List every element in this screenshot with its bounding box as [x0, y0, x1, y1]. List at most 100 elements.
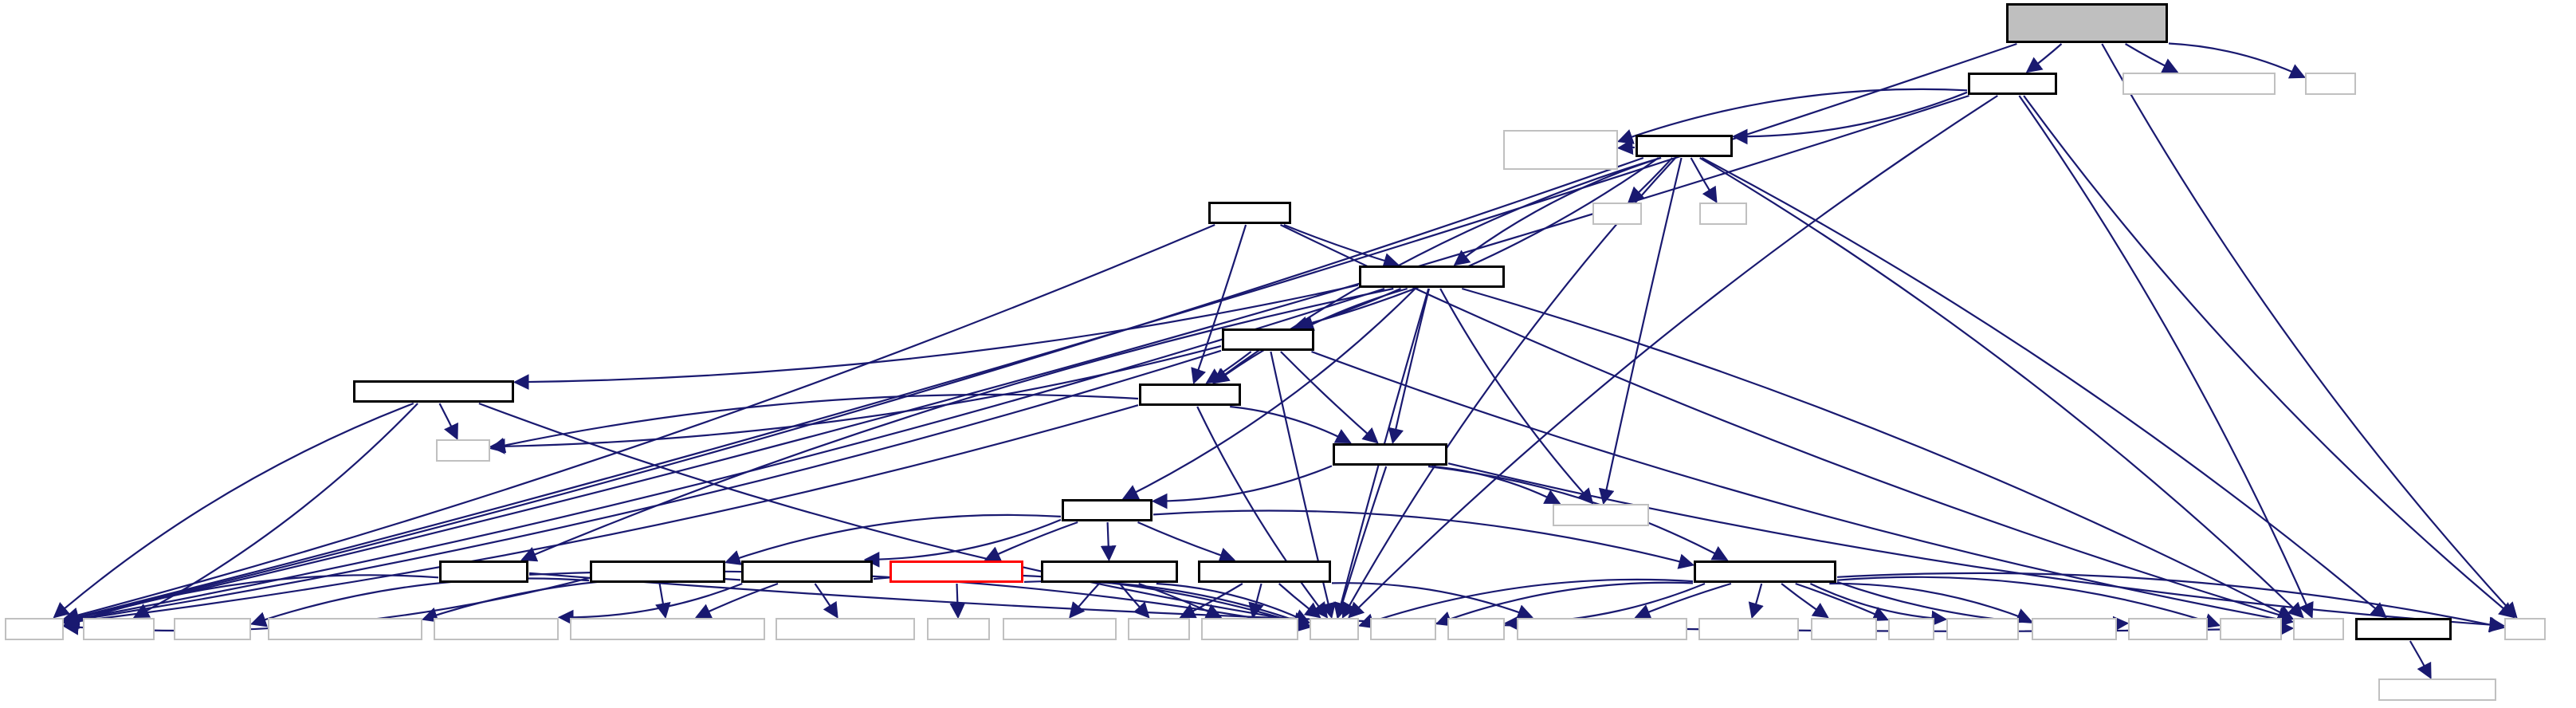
graph-edge-poller-to-memory: [62, 574, 439, 628]
graph-edge-transfac-to-memory: [62, 287, 1385, 627]
graph-node-boostproc[interactable]: [1003, 618, 1117, 640]
graph-node-sstream[interactable]: [1128, 618, 1190, 640]
graph-edge-socket-to-message: [1205, 351, 1252, 384]
graph-node-algostring[interactable]: [1517, 618, 1687, 640]
graph-node-message[interactable]: [1139, 384, 1241, 406]
graph-node-array[interactable]: [1888, 618, 1934, 640]
graph-node-network[interactable]: [1694, 560, 1836, 583]
graph-edge-channel-to-atomic: [1628, 157, 1674, 203]
graph-edge-network-to-ifaddrs: [1435, 581, 1694, 627]
graph-node-poller[interactable]: [439, 560, 528, 583]
graph-node-stdio[interactable]: [1447, 618, 1505, 640]
graph-edge-unmanaged-to-functional: [132, 403, 418, 619]
graph-node-netdb[interactable]: [2220, 618, 2282, 640]
graph-edge-tools-to-unique: [863, 518, 1062, 568]
graph-node-prgopts[interactable]: [2122, 73, 2276, 95]
graph-node-channel[interactable]: [1636, 135, 1733, 157]
graph-node-process[interactable]: [1041, 560, 1178, 583]
graph-node-memory[interactable]: [5, 618, 64, 640]
graph-edge-parser-to-map: [2023, 95, 2515, 619]
graph-node-map[interactable]: [2504, 618, 2546, 640]
graph-node-vector[interactable]: [2293, 618, 2344, 640]
graph-edge-parser-to-ptree: [1616, 88, 1968, 144]
graph-node-tools[interactable]: [1062, 499, 1153, 521]
graph-node-transports[interactable]: [1333, 443, 1447, 466]
graph-edge-message-to-memory: [62, 404, 1139, 630]
graph-edge-transfac-to-unmanaged: [512, 284, 1359, 390]
graph-node-ostream[interactable]: [927, 618, 990, 640]
graph-edge-tools-to-version: [984, 521, 1078, 561]
graph-edge-message-to-string: [1196, 406, 1329, 619]
graph-node-ifaddrs[interactable]: [1370, 618, 1436, 640]
graph-node-unordmap[interactable]: [1553, 504, 1649, 526]
graph-node-exception[interactable]: [1946, 618, 2019, 640]
graph-node-transfac[interactable]: [1359, 266, 1505, 288]
graph-node-socket[interactable]: [1222, 328, 1314, 351]
graph-edge-parser-to-memory: [62, 94, 1969, 626]
graph-edge-network-to-asio: [1748, 583, 1764, 620]
graph-node-uuidgen[interactable]: [570, 618, 765, 640]
graph-node-parts[interactable]: [1208, 202, 1291, 224]
graph-edge-channel-to-socket: [1292, 157, 1659, 332]
graph-edge-channel-to-transfac: [1453, 156, 1662, 266]
graph-edge-network-to-map: [1836, 572, 2506, 633]
graph-edge-unique-to-uuidio: [814, 583, 838, 619]
graph-edge-root-to-map: [2101, 43, 2518, 619]
graph-edge-channel-to-memory: [62, 156, 1644, 625]
graph-node-iostream[interactable]: [1811, 618, 1877, 640]
graph-node-mqlogger[interactable]: [2355, 618, 2452, 640]
graph-node-unique[interactable]: [741, 560, 873, 583]
graph-node-mutex[interactable]: [1699, 203, 1747, 225]
graph-node-atomic[interactable]: [1592, 203, 1642, 225]
graph-edge-parser-to-vector: [2018, 95, 2314, 620]
graph-edge-network-to-string: [1357, 578, 1694, 629]
graph-node-root[interactable]: [2006, 3, 2168, 43]
graph-edge-root-to-cstring: [2168, 42, 2306, 79]
graph-node-cppstl[interactable]: [590, 560, 725, 583]
graph-edge-strings-to-initlist: [1248, 583, 1264, 620]
graph-edge-socket-to-transports: [1280, 351, 1379, 444]
graph-node-version[interactable]: [889, 560, 1023, 583]
graph-node-unmanaged[interactable]: [353, 380, 514, 403]
graph-node-asio[interactable]: [1698, 618, 1799, 640]
graph-edge-unique-to-uuidgen: [695, 582, 779, 619]
graph-edge-network-to-exception: [1809, 583, 1948, 627]
graph-edge-socket-to-cstddef: [489, 345, 1222, 454]
graph-edge-root-to-prgopts: [2125, 43, 2179, 73]
graph-node-functional[interactable]: [83, 618, 155, 640]
graph-node-hash[interactable]: [268, 618, 422, 640]
graph-edge-parser-to-channel: [1731, 91, 1968, 145]
graph-node-initlist[interactable]: [1201, 618, 1298, 640]
graph-edge-root-to-parser: [2025, 43, 2063, 73]
graph-edge-unmanaged-to-memory: [53, 402, 414, 619]
graph-edge-parts-to-transfac: [1283, 223, 1400, 269]
graph-node-systypes[interactable]: [2128, 618, 2208, 640]
graph-edge-network-to-iostream: [1781, 583, 1829, 619]
graph-edge-channel-to-mqlogger: [1701, 157, 2387, 619]
graph-node-typetraits[interactable]: [174, 618, 251, 640]
graph-edge-process-to-boostproc: [1069, 583, 1100, 619]
graph-node-parser[interactable]: [1968, 73, 2057, 95]
graph-node-ptree[interactable]: [1503, 130, 1618, 170]
graph-edge-transfac-to-vector: [1461, 287, 2294, 620]
graph-node-uuid[interactable]: [434, 618, 559, 640]
graph-edge-unmanaged-to-cstddef: [438, 403, 458, 440]
graph-edge-transfac-to-unordmap: [1439, 288, 1594, 505]
graph-edge-process-to-string: [1156, 582, 1310, 624]
graph-edge-unique-to-uuid: [557, 582, 743, 626]
graph-node-cstring[interactable]: [2305, 73, 2356, 95]
graph-edge-version-to-ostream: [949, 583, 966, 620]
graph-node-cstddef[interactable]: [436, 439, 490, 462]
graph-edge-parts-to-memory: [62, 223, 1215, 623]
graph-edge-transfac-to-message: [1213, 287, 1408, 384]
graph-edge-transports-to-map: [1447, 462, 2506, 633]
graph-edge-strings-to-algostring: [1331, 582, 1533, 620]
graph-node-flogger[interactable]: [2378, 678, 2496, 701]
graph-edge-tools-to-process: [1100, 521, 1117, 562]
graph-node-string[interactable]: [1310, 618, 1359, 640]
graph-node-strings[interactable]: [1198, 560, 1331, 583]
graph-node-uuidio[interactable]: [776, 618, 915, 640]
graph-node-syssocket[interactable]: [2032, 618, 2117, 640]
